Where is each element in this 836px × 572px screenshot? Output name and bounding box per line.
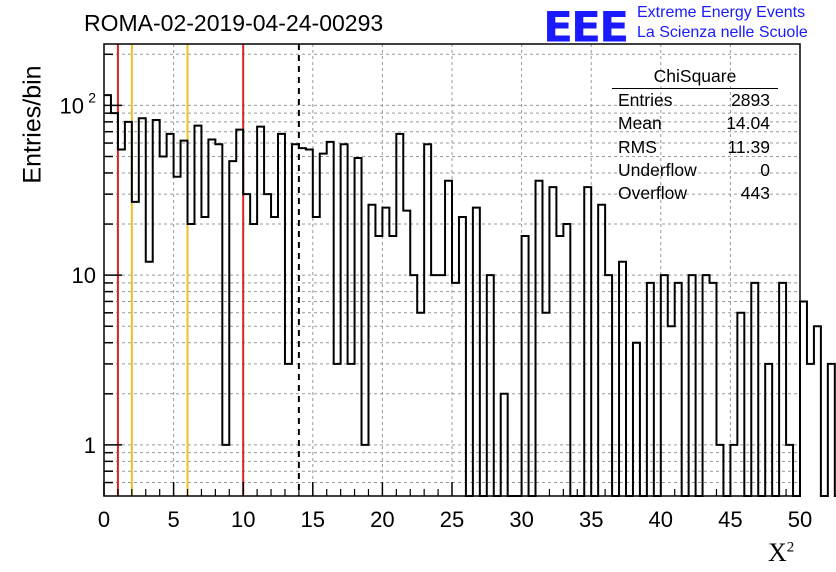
- logo-line-2: La Scienza nelle Scuole: [637, 24, 808, 41]
- stats-label: Entries: [618, 90, 673, 110]
- x-tick-label: 20: [370, 507, 394, 532]
- x-tick-label: 45: [718, 507, 742, 532]
- stats-label: Overflow: [618, 183, 688, 204]
- stats-value: 11.39: [727, 136, 771, 157]
- stats-row-rms: RMS 11.39: [612, 136, 778, 159]
- x-tick-label: 10: [231, 507, 255, 532]
- histogram-outline: [104, 94, 836, 497]
- y-tick-label: 10: [72, 263, 96, 288]
- stats-label: RMS: [618, 136, 657, 157]
- stats-row-entries: Entries 2893: [612, 89, 778, 112]
- x-tick-label: 5: [167, 507, 179, 532]
- stats-box: ChiSquare Entries 2893 Mean 14.04 RMS 11.39…: [612, 64, 778, 205]
- x-tick-label: 35: [579, 507, 603, 532]
- stats-row-mean: Mean 14.04: [612, 112, 778, 135]
- logo-line-1: Extreme Energy Events: [637, 4, 806, 21]
- stats-row-overflow: Overflow 443: [612, 182, 778, 205]
- stats-label: Underflow: [618, 159, 697, 180]
- x-tick-label: 15: [301, 507, 325, 532]
- x-tick-label: 0: [98, 507, 110, 532]
- y-axis-label: Entries/bin: [18, 65, 47, 184]
- x-tick-label: 40: [649, 507, 673, 532]
- reference-lines: [116, 44, 300, 496]
- stats-value: 443: [740, 183, 770, 204]
- eee-logo: EEE: [543, 3, 629, 52]
- grid-lines: [104, 44, 800, 496]
- stats-value: 2893: [731, 90, 770, 110]
- x-tick-label: 50: [788, 507, 812, 532]
- x-tick-label: 30: [509, 507, 533, 532]
- stats-value: 0: [760, 159, 770, 180]
- plot-title: ROMA-02-2019-04-24-00293: [84, 10, 384, 36]
- x-tick-label: 25: [440, 507, 464, 532]
- stats-row-underflow: Underflow 0: [612, 159, 778, 182]
- x-axis-label: X2: [768, 538, 794, 568]
- y-tick-label-sup: 2: [88, 89, 96, 105]
- x-axis-label-base: X: [768, 538, 787, 567]
- stats-value: 14.04: [726, 113, 770, 134]
- x-axis-label-sup: 2: [786, 539, 795, 556]
- y-tick-label: 10: [60, 93, 84, 118]
- y-tick-label: 1: [84, 433, 96, 458]
- stats-title: ChiSquare: [612, 64, 778, 89]
- stats-label: Mean: [618, 113, 662, 134]
